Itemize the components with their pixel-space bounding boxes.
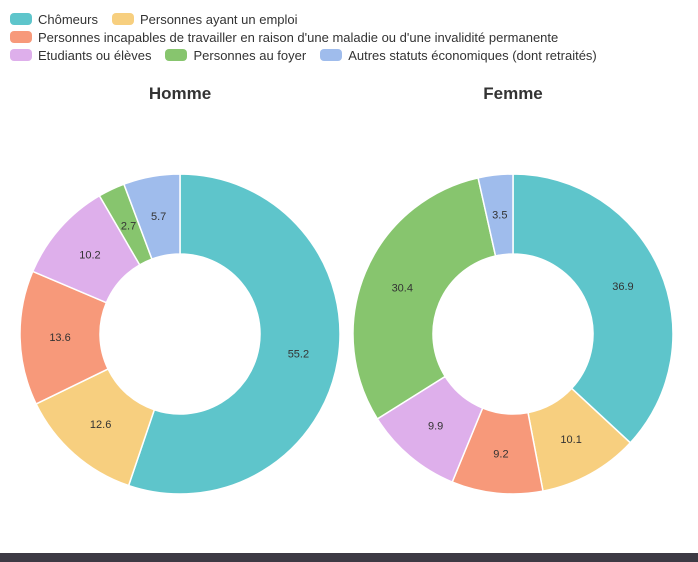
slice-value-label: 3.5 (492, 210, 507, 222)
donut-slice[interactable] (512, 173, 674, 444)
legend: Chômeurs Personnes ayant un emploi Perso… (10, 10, 650, 64)
legend-item-foyer[interactable]: Personnes au foyer (165, 48, 306, 63)
chart-title-homme: Homme (148, 84, 212, 103)
chart-title-femme: Femme (483, 84, 543, 103)
legend-row: Etudiants ou élèves Personnes au foyer A… (10, 46, 650, 64)
legend-label: Chômeurs (38, 11, 98, 27)
donut-slice[interactable] (352, 176, 497, 420)
slice-value-label: 30.4 (392, 283, 413, 295)
legend-row: Personnes incapables de travailler en ra… (10, 28, 650, 46)
slice-value-label: 10.1 (560, 434, 581, 446)
legend-swatch (320, 49, 343, 61)
legend-item-incapables[interactable]: Personnes incapables de travailler en ra… (10, 30, 558, 45)
slice-value-label: 5.7 (151, 211, 166, 223)
slice-value-label: 9.9 (428, 421, 443, 433)
legend-swatch (10, 49, 32, 61)
slice-value-label: 10.2 (79, 250, 100, 262)
slice-value-label: 9.2 (493, 448, 508, 460)
legend-item-autres[interactable]: Autres statuts économiques (dont retrait… (320, 48, 597, 63)
slice-value-label: 13.6 (49, 332, 70, 344)
slice-value-label: 55.2 (288, 349, 309, 361)
donut-slice[interactable] (477, 173, 514, 257)
donut-femme: 36.9 10.1 9.2 9.9 30.4 3.5 (352, 173, 674, 495)
legend-swatch (111, 13, 134, 25)
legend-swatch (10, 31, 32, 43)
legend-row: Chômeurs Personnes ayant un emploi (10, 10, 650, 28)
legend-label: Etudiants ou élèves (38, 47, 152, 63)
legend-label: Autres statuts économiques (dont retrait… (348, 47, 597, 63)
slice-value-label: 36.9 (612, 281, 633, 293)
slice-value-label: 12.6 (90, 419, 111, 431)
donut-slice[interactable] (122, 173, 181, 261)
legend-label: Personnes incapables de travailler en ra… (38, 29, 559, 45)
donut-slice[interactable] (127, 173, 341, 495)
legend-swatch (165, 49, 188, 61)
taskbar-strip (0, 553, 698, 562)
slice-value-label: 2.7 (121, 221, 136, 233)
legend-swatch (10, 13, 32, 25)
donut-homme: 55.2 12.6 13.6 10.2 2.7 5.7 (19, 173, 341, 495)
legend-item-chomeurs[interactable]: Chômeurs (10, 12, 98, 27)
legend-label: Personnes au foyer (193, 47, 307, 63)
legend-item-etudiants[interactable]: Etudiants ou élèves (10, 48, 151, 63)
legend-item-emploi[interactable]: Personnes ayant un emploi (111, 11, 298, 27)
legend-label: Personnes ayant un emploi (139, 11, 298, 27)
